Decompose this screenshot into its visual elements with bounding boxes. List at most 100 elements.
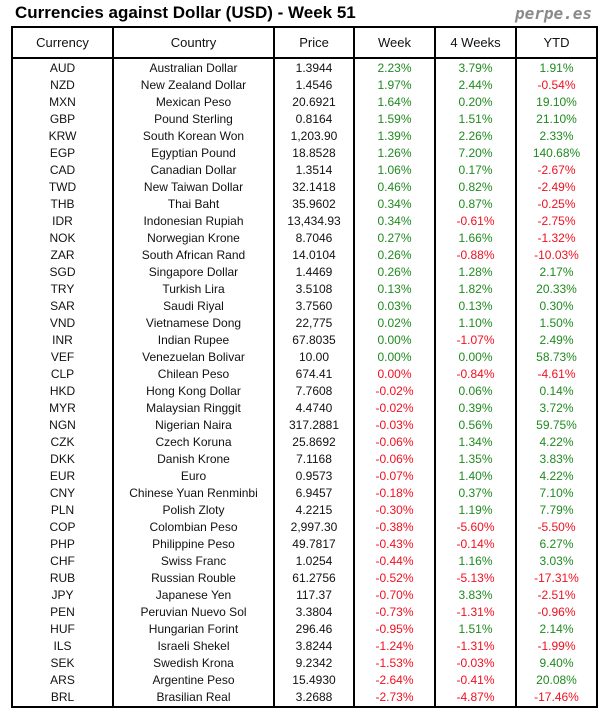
table-header-row: Currency Country Price Week 4 Weeks YTD	[11, 26, 598, 59]
currency-code: EUR	[11, 468, 114, 485]
week-change: -0.07%	[353, 468, 436, 485]
table-row: SAR Saudi Riyal 3.7560 0.03% 0.13% 0.30%	[11, 298, 598, 315]
ytd-change: -5.50%	[515, 519, 598, 536]
table-row: CZK Czech Koruna 25.8692 -0.06% 1.34% 4.22%	[11, 434, 598, 451]
table-row: SGD Singapore Dollar 1.4469 0.26% 1.28% 2.17%	[11, 264, 598, 281]
currency-code: IDR	[11, 213, 114, 230]
country-name: Indonesian Rupiah	[112, 213, 275, 230]
table-row: PHP Philippine Peso 49.7817 -0.43% -0.14% 6.2…	[11, 536, 598, 553]
price: 3.3804	[273, 604, 355, 621]
ytd-change: 3.03%	[515, 553, 598, 570]
country-name: Australian Dollar	[112, 58, 275, 77]
country-name: Swedish Krona	[112, 655, 275, 672]
price: 22,775	[273, 315, 355, 332]
ytd-change: 6.27%	[515, 536, 598, 553]
country-name: Argentine Peso	[112, 672, 275, 689]
four-week-change: -0.61%	[434, 213, 517, 230]
table-row: CNY Chinese Yuan Renminbi 6.9457 -0.18% 0.37…	[11, 485, 598, 502]
table-row: EGP Egyptian Pound 18.8528 1.26% 7.20% 140.68…	[11, 145, 598, 162]
currency-code: SEK	[11, 655, 114, 672]
table-row: SEK Swedish Krona 9.2342 -1.53% -0.03% 9.40%	[11, 655, 598, 672]
ytd-change: 3.83%	[515, 451, 598, 468]
ytd-change: 0.30%	[515, 298, 598, 315]
currency-code: AUD	[11, 58, 114, 77]
currency-code: COP	[11, 519, 114, 536]
week-change: 0.26%	[353, 264, 436, 281]
four-week-change: 0.17%	[434, 162, 517, 179]
week-change: 0.34%	[353, 196, 436, 213]
table-row: TWD New Taiwan Dollar 32.1418 0.46% 0.82% -2.…	[11, 179, 598, 196]
price: 25.8692	[273, 434, 355, 451]
week-change: -0.52%	[353, 570, 436, 587]
four-week-change: 0.06%	[434, 383, 517, 400]
ytd-change: -2.75%	[515, 213, 598, 230]
four-week-change: -0.41%	[434, 672, 517, 689]
currency-code: MXN	[11, 94, 114, 111]
price: 674.41	[273, 366, 355, 383]
ytd-change: 1.91%	[515, 58, 598, 77]
four-week-change: 1.34%	[434, 434, 517, 451]
table-row: JPY Japanese Yen 117.37 -0.70% 3.83% -2.51%	[11, 587, 598, 604]
currency-code: THB	[11, 196, 114, 213]
four-week-change: 1.66%	[434, 230, 517, 247]
currency-code: ARS	[11, 672, 114, 689]
four-week-change: -1.07%	[434, 332, 517, 349]
ytd-change: -2.51%	[515, 587, 598, 604]
week-change: 0.00%	[353, 349, 436, 366]
currency-code: CZK	[11, 434, 114, 451]
ytd-change: 59.75%	[515, 417, 598, 434]
four-week-change: 2.44%	[434, 77, 517, 94]
price: 6.9457	[273, 485, 355, 502]
four-week-change: -4.87%	[434, 689, 517, 707]
ytd-change: 21.10%	[515, 111, 598, 128]
currency-code: TWD	[11, 179, 114, 196]
price: 20.6921	[273, 94, 355, 111]
country-name: Japanese Yen	[112, 587, 275, 604]
currency-code: NGN	[11, 417, 114, 434]
table-row: MYR Malaysian Ringgit 4.4740 -0.02% 0.39% 3.7…	[11, 400, 598, 417]
price: 0.9573	[273, 468, 355, 485]
week-change: -0.02%	[353, 383, 436, 400]
column-header-currency: Currency	[11, 26, 114, 59]
ytd-change: 19.10%	[515, 94, 598, 111]
table-row: MXN Mexican Peso 20.6921 1.64% 0.20% 19.10%	[11, 94, 598, 111]
week-change: -0.06%	[353, 451, 436, 468]
table-row: CHF Swiss Franc 1.0254 -0.44% 1.16% 3.03%	[11, 553, 598, 570]
price: 1.0254	[273, 553, 355, 570]
country-name: Peruvian Nuevo Sol	[112, 604, 275, 621]
currency-code: NOK	[11, 230, 114, 247]
currency-code: ZAR	[11, 247, 114, 264]
country-name: Chilean Peso	[112, 366, 275, 383]
ytd-change: 20.08%	[515, 672, 598, 689]
ytd-change: -10.03%	[515, 247, 598, 264]
week-change: -0.02%	[353, 400, 436, 417]
country-name: Swiss Franc	[112, 553, 275, 570]
table-row: BRL Brasilian Real 3.2688 -2.73% -4.87% -17.4…	[11, 689, 598, 707]
four-week-change: 0.13%	[434, 298, 517, 315]
ytd-change: 2.14%	[515, 621, 598, 638]
price: 9.2342	[273, 655, 355, 672]
ytd-change: 9.40%	[515, 655, 598, 672]
week-change: -1.53%	[353, 655, 436, 672]
four-week-change: 1.10%	[434, 315, 517, 332]
week-change: 0.00%	[353, 332, 436, 349]
table-row: INR Indian Rupee 67.8035 0.00% -1.07% 2.49%	[11, 332, 598, 349]
table-row: PLN Polish Zloty 4.2215 -0.30% 1.19% 7.79%	[11, 502, 598, 519]
week-change: 1.39%	[353, 128, 436, 145]
price: 10.00	[273, 349, 355, 366]
currency-code: JPY	[11, 587, 114, 604]
ytd-change: -0.25%	[515, 196, 598, 213]
price: 14.0104	[273, 247, 355, 264]
currency-code: VND	[11, 315, 114, 332]
four-week-change: 0.20%	[434, 94, 517, 111]
ytd-change: 3.72%	[515, 400, 598, 417]
table-row: THB Thai Baht 35.9602 0.34% 0.87% -0.25%	[11, 196, 598, 213]
price: 3.5108	[273, 281, 355, 298]
country-name: South Korean Won	[112, 128, 275, 145]
table-row: AUD Australian Dollar 1.3944 2.23% 3.79% 1.91…	[11, 58, 598, 77]
ytd-change: -4.61%	[515, 366, 598, 383]
price: 61.2756	[273, 570, 355, 587]
currency-code: PEN	[11, 604, 114, 621]
price: 4.4740	[273, 400, 355, 417]
country-name: South African Rand	[112, 247, 275, 264]
